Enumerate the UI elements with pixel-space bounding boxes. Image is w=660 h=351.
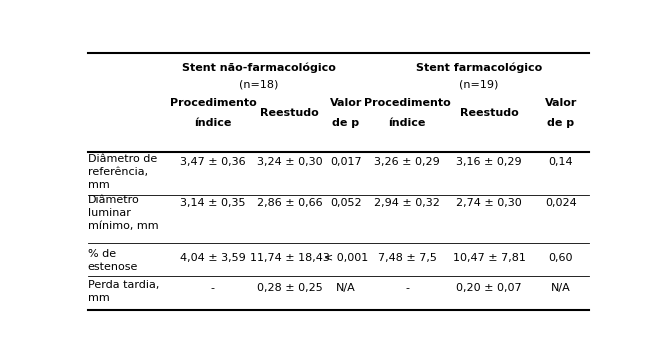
Text: 4,04 ± 3,59: 4,04 ± 3,59 bbox=[180, 253, 246, 263]
Text: 11,74 ± 18,43: 11,74 ± 18,43 bbox=[249, 253, 329, 263]
Text: de p: de p bbox=[333, 118, 360, 128]
Text: de p: de p bbox=[547, 118, 574, 128]
Text: Procedimento: Procedimento bbox=[364, 98, 451, 108]
Text: 10,47 ± 7,81: 10,47 ± 7,81 bbox=[453, 253, 525, 263]
Text: N/A: N/A bbox=[336, 283, 356, 293]
Text: 0,052: 0,052 bbox=[330, 198, 362, 208]
Text: Diâmetro de: Diâmetro de bbox=[88, 154, 157, 164]
Text: Reestudo: Reestudo bbox=[460, 108, 519, 118]
Text: % de: % de bbox=[88, 249, 115, 259]
Text: estenose: estenose bbox=[88, 262, 138, 272]
Text: Procedimento: Procedimento bbox=[170, 98, 256, 108]
Text: índice: índice bbox=[389, 118, 426, 128]
Text: < 0,001: < 0,001 bbox=[324, 253, 368, 263]
Text: 0,024: 0,024 bbox=[545, 198, 577, 208]
Text: Reestudo: Reestudo bbox=[260, 108, 319, 118]
Text: 3,14 ± 0,35: 3,14 ± 0,35 bbox=[180, 198, 246, 208]
Text: Perda tardia,: Perda tardia, bbox=[88, 280, 159, 290]
Text: 0,14: 0,14 bbox=[548, 157, 573, 167]
Text: mm: mm bbox=[88, 180, 110, 190]
Text: (n=19): (n=19) bbox=[459, 79, 498, 89]
Text: 2,86 ± 0,66: 2,86 ± 0,66 bbox=[257, 198, 323, 208]
Text: mínimo, mm: mínimo, mm bbox=[88, 221, 158, 231]
Text: 0,60: 0,60 bbox=[548, 253, 573, 263]
Text: Valor: Valor bbox=[330, 98, 362, 108]
Text: índice: índice bbox=[194, 118, 232, 128]
Text: Stent não-farmacológico: Stent não-farmacológico bbox=[182, 62, 336, 73]
Text: 2,94 ± 0,32: 2,94 ± 0,32 bbox=[374, 198, 440, 208]
Text: 3,47 ± 0,36: 3,47 ± 0,36 bbox=[180, 157, 246, 167]
Text: -: - bbox=[405, 283, 409, 293]
Text: 0,017: 0,017 bbox=[330, 157, 362, 167]
Text: Valor: Valor bbox=[544, 98, 577, 108]
Text: N/A: N/A bbox=[551, 283, 571, 293]
Text: 3,16 ± 0,29: 3,16 ± 0,29 bbox=[456, 157, 522, 167]
Text: 2,74 ± 0,30: 2,74 ± 0,30 bbox=[456, 198, 522, 208]
Text: luminar: luminar bbox=[88, 208, 131, 218]
Text: referência,: referência, bbox=[88, 167, 148, 177]
Text: 0,20 ± 0,07: 0,20 ± 0,07 bbox=[456, 283, 522, 293]
Text: 3,24 ± 0,30: 3,24 ± 0,30 bbox=[257, 157, 323, 167]
Text: 0,28 ± 0,25: 0,28 ± 0,25 bbox=[257, 283, 323, 293]
Text: -: - bbox=[211, 283, 215, 293]
Text: mm: mm bbox=[88, 293, 110, 303]
Text: 3,26 ± 0,29: 3,26 ± 0,29 bbox=[374, 157, 440, 167]
Text: (n=18): (n=18) bbox=[240, 79, 279, 89]
Text: 7,48 ± 7,5: 7,48 ± 7,5 bbox=[378, 253, 437, 263]
Text: Diâmetro: Diâmetro bbox=[88, 195, 139, 205]
Text: Stent farmacológico: Stent farmacológico bbox=[416, 62, 542, 73]
